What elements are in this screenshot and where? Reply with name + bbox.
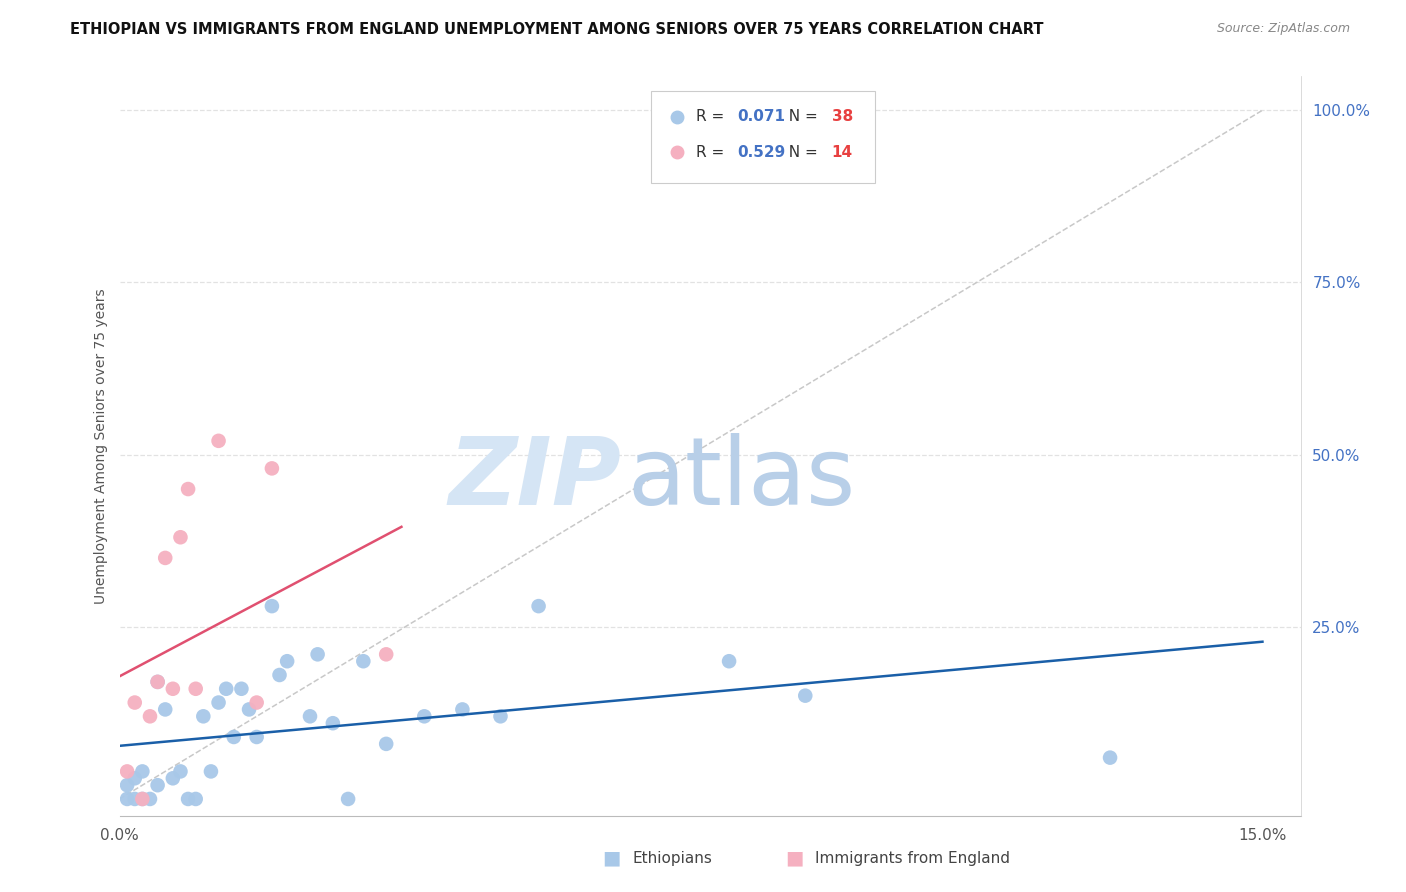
Point (155, 550, 177, 565)
Point (246, 730, 269, 744)
Text: Source: ZipAtlas.com: Source: ZipAtlas.com (1216, 22, 1350, 36)
Point (146, 778, 169, 792)
Y-axis label: Unemployment Among Seniors over 75 years: Unemployment Among Seniors over 75 years (94, 288, 108, 604)
Point (131, 792, 153, 806)
Point (177, 792, 200, 806)
Point (337, 792, 360, 806)
Point (527, 599, 550, 614)
Text: ■: ■ (785, 848, 804, 868)
Point (246, 696, 269, 710)
Point (322, 716, 344, 731)
Point (215, 681, 238, 696)
Text: 14: 14 (832, 145, 853, 160)
Point (162, 772, 184, 786)
Point (193, 709, 215, 723)
FancyBboxPatch shape (651, 91, 876, 183)
Point (222, 730, 245, 744)
Point (375, 737, 398, 751)
Point (1099, 750, 1122, 764)
Point (207, 696, 229, 710)
Point (269, 668, 291, 682)
Point (115, 792, 138, 806)
Point (794, 689, 817, 703)
Point (413, 709, 436, 723)
Point (231, 681, 253, 696)
Point (718, 654, 741, 668)
Point (124, 792, 146, 806)
Point (489, 709, 512, 723)
Point (169, 530, 191, 544)
Point (260, 599, 283, 614)
Text: ZIP: ZIP (449, 434, 621, 525)
Text: R =: R = (696, 145, 728, 160)
Text: R =: R = (696, 109, 728, 124)
Point (162, 681, 184, 696)
Text: atlas: atlas (627, 434, 856, 525)
Point (115, 778, 138, 792)
Point (375, 648, 398, 662)
Point (139, 792, 162, 806)
Text: Immigrants from England: Immigrants from England (815, 851, 1011, 865)
Point (307, 648, 329, 662)
Point (298, 709, 321, 723)
Text: Ethiopians: Ethiopians (633, 851, 713, 865)
Point (352, 654, 374, 668)
Point (131, 792, 153, 806)
Point (238, 702, 260, 716)
Text: 38: 38 (832, 109, 853, 124)
Point (451, 702, 474, 716)
Point (115, 764, 138, 779)
Point (124, 696, 146, 710)
Point (184, 681, 207, 696)
Text: ETHIOPIAN VS IMMIGRANTS FROM ENGLAND UNEMPLOYMENT AMONG SENIORS OVER 75 YEARS CO: ETHIOPIAN VS IMMIGRANTS FROM ENGLAND UNE… (70, 22, 1043, 37)
Text: 0.529: 0.529 (737, 145, 786, 160)
Point (184, 792, 207, 806)
Point (124, 772, 146, 786)
Point (131, 764, 153, 779)
Point (146, 674, 169, 689)
Text: ■: ■ (602, 848, 621, 868)
Point (155, 702, 177, 716)
Point (260, 461, 283, 475)
Point (177, 482, 200, 496)
Text: 0.071: 0.071 (737, 109, 785, 124)
Point (276, 654, 298, 668)
Point (139, 709, 162, 723)
Point (200, 764, 222, 779)
Point (146, 674, 169, 689)
Text: N =: N = (779, 145, 823, 160)
Point (207, 434, 229, 448)
Text: N =: N = (779, 109, 823, 124)
Point (169, 764, 191, 779)
